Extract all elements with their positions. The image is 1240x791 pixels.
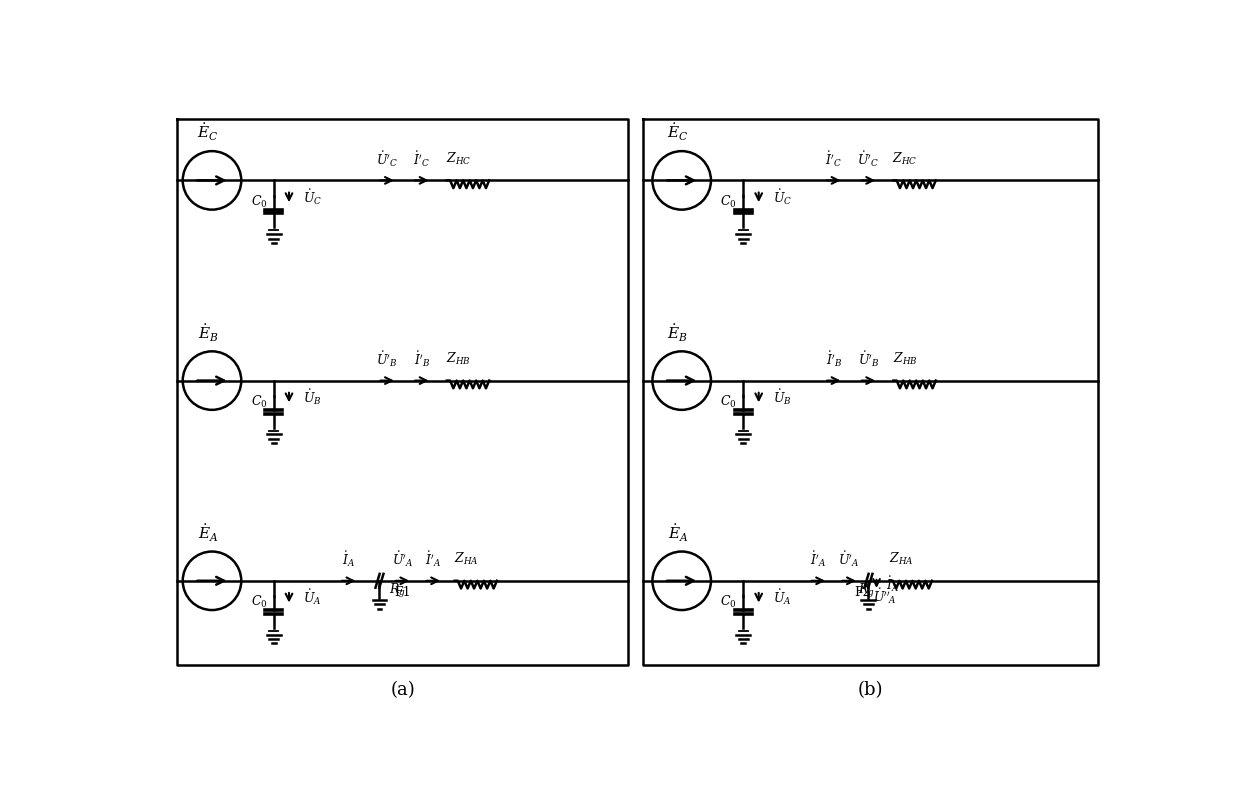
Text: $C_0$: $C_0$	[720, 594, 737, 611]
Text: $R_g$: $R_g$	[389, 582, 407, 600]
Text: $Z_{HA}$: $Z_{HA}$	[889, 551, 914, 567]
Text: $\dot{I}'_B$: $\dot{I}'_B$	[826, 350, 842, 369]
Text: $\dot{U}'_A$: $\dot{U}'_A$	[392, 550, 413, 570]
Text: $\dot{U}_B$: $\dot{U}_B$	[773, 388, 791, 407]
Text: $Z_{HB}$: $Z_{HB}$	[446, 350, 471, 367]
Text: $\dot{I}'_C$: $\dot{I}'_C$	[826, 149, 842, 168]
Text: $\dot{E}_A$: $\dot{E}_A$	[198, 523, 218, 544]
Text: $\dot{U}_C$: $\dot{U}_C$	[303, 187, 322, 207]
Text: $Z_{HC}$: $Z_{HC}$	[893, 150, 918, 167]
Text: $\dot{U}'_C$: $\dot{U}'_C$	[376, 149, 398, 168]
Text: $\dot{I}_A$: $\dot{I}_A$	[885, 575, 899, 594]
Text: $\dot{I}_A$: $\dot{I}_A$	[342, 550, 355, 570]
Text: $\dot{U}_A$: $\dot{U}_A$	[773, 588, 791, 607]
Text: $\dot{U}_A$: $\dot{U}_A$	[303, 588, 321, 607]
Text: $Z_{HB}$: $Z_{HB}$	[893, 350, 918, 367]
Text: (a): (a)	[391, 681, 415, 699]
Text: $\dot{I}'_A$: $\dot{I}'_A$	[811, 550, 826, 570]
Text: $C_0$: $C_0$	[250, 394, 268, 411]
Text: $\dot{U}_C$: $\dot{U}_C$	[773, 187, 792, 207]
Text: $\dot{I}'_B$: $\dot{I}'_B$	[414, 350, 430, 369]
Text: $\dot{I}'_A$: $\dot{I}'_A$	[425, 550, 441, 570]
Text: $\dot{I}'_C$: $\dot{I}'_C$	[413, 149, 430, 168]
Text: $C_0$: $C_0$	[720, 394, 737, 411]
Text: $Z_{HC}$: $Z_{HC}$	[446, 150, 471, 167]
Text: $R_g$: $R_g$	[858, 582, 874, 600]
Text: $\dot{U}'_A$: $\dot{U}'_A$	[838, 550, 859, 570]
Text: F1: F1	[394, 586, 412, 599]
Text: $\dot{U}'_C$: $\dot{U}'_C$	[857, 149, 879, 168]
Text: (b): (b)	[858, 681, 883, 699]
Text: $C_0$: $C_0$	[250, 194, 268, 210]
Text: $\dot{E}_B$: $\dot{E}_B$	[197, 323, 218, 343]
Text: $\dot{U}'_B$: $\dot{U}'_B$	[377, 350, 398, 369]
Text: $C_0$: $C_0$	[250, 594, 268, 611]
Text: $C_0$: $C_0$	[720, 194, 737, 210]
Text: $Z_{HA}$: $Z_{HA}$	[454, 551, 479, 567]
Text: $\dot{U}''_A$: $\dot{U}''_A$	[873, 586, 898, 606]
Text: $\dot{E}_C$: $\dot{E}_C$	[197, 123, 219, 143]
Text: F2: F2	[854, 586, 870, 599]
Text: $\dot{U}'_B$: $\dot{U}'_B$	[858, 350, 879, 369]
Text: $\dot{E}_C$: $\dot{E}_C$	[667, 123, 688, 143]
Text: $\dot{E}_B$: $\dot{E}_B$	[667, 323, 688, 343]
Text: $\dot{E}_A$: $\dot{E}_A$	[667, 523, 688, 544]
Text: $\dot{U}_B$: $\dot{U}_B$	[303, 388, 321, 407]
